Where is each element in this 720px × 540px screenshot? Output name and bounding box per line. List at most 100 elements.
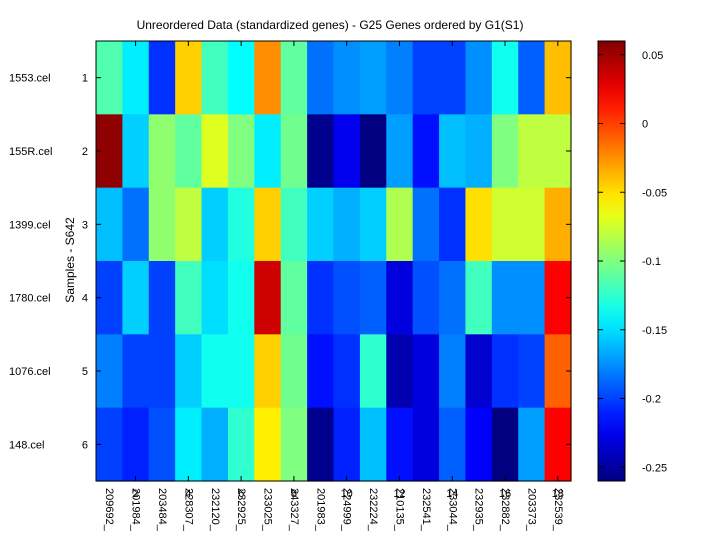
heatmap-cell bbox=[280, 407, 308, 482]
heatmap-cell bbox=[227, 334, 255, 409]
heatmap-cell bbox=[439, 261, 467, 335]
heatmap-cell bbox=[465, 41, 493, 115]
heatmap-cell bbox=[280, 334, 308, 409]
heatmap-cell bbox=[386, 41, 414, 115]
heatmap-cell bbox=[175, 334, 203, 409]
y-tick-label: 2 bbox=[82, 146, 88, 158]
heatmap-cell bbox=[333, 407, 361, 482]
heatmap-cell bbox=[491, 334, 519, 409]
heatmap-cell bbox=[359, 261, 387, 335]
x-tick-label: 6 bbox=[238, 488, 244, 500]
heatmap-cell bbox=[175, 114, 203, 189]
plot-frame bbox=[95, 40, 572, 482]
heatmap-cell bbox=[359, 41, 387, 115]
heatmap-cell bbox=[175, 407, 203, 482]
heatmap-cell bbox=[227, 114, 255, 189]
heatmap-cell bbox=[201, 41, 229, 115]
column-label: 232541_ bbox=[420, 488, 432, 532]
heatmap-cell bbox=[307, 261, 335, 335]
heatmap-cell bbox=[359, 114, 387, 189]
heatmap-cell bbox=[518, 114, 546, 189]
column-label: 209692_ bbox=[103, 488, 115, 532]
heatmap-cell bbox=[359, 407, 387, 482]
heatmap-cell bbox=[386, 334, 414, 409]
heatmap-cell bbox=[122, 114, 150, 189]
x-tick-label: 16 bbox=[499, 488, 511, 500]
heatmap-cell bbox=[491, 41, 519, 115]
heatmap-cell bbox=[412, 261, 440, 335]
heatmap-cell bbox=[201, 261, 229, 335]
heatmap-cell bbox=[359, 334, 387, 409]
heatmap-cell bbox=[333, 187, 361, 262]
heatmap-cell bbox=[386, 114, 414, 189]
heatmap-cell bbox=[175, 261, 203, 335]
heatmap-cell bbox=[386, 407, 414, 482]
x-tick-label: 12 bbox=[393, 488, 405, 500]
heatmap-cell bbox=[280, 114, 308, 189]
heatmap-cell bbox=[439, 334, 467, 409]
heatmap-cell bbox=[254, 187, 282, 262]
heatmap-cell bbox=[386, 261, 414, 335]
heatmap-cell bbox=[307, 334, 335, 409]
heatmap-cell bbox=[254, 261, 282, 335]
column-label: 201983_ bbox=[314, 488, 326, 532]
heatmap-cell bbox=[122, 334, 150, 409]
x-tick-label: 14 bbox=[446, 488, 458, 500]
colorbar-tick-label: -0.05 bbox=[642, 187, 667, 199]
row-label: 1780.cel bbox=[9, 293, 51, 305]
heatmap-cell bbox=[227, 187, 255, 262]
column-label: 232882_ bbox=[499, 488, 511, 532]
y-axis-label: Samples - S642 bbox=[63, 217, 77, 303]
colorbar-tick-label: -0.2 bbox=[642, 394, 661, 406]
heatmap-cell bbox=[227, 261, 255, 335]
colorbar-tick-label: -0.25 bbox=[642, 462, 667, 474]
heatmap-cell bbox=[439, 187, 467, 262]
heatmap-cell bbox=[227, 407, 255, 482]
heatmap-cell bbox=[148, 114, 176, 189]
heatmap-cell bbox=[386, 187, 414, 262]
heatmap-cell bbox=[122, 407, 150, 482]
heatmap-cell bbox=[148, 407, 176, 482]
heatmap-cell bbox=[439, 41, 467, 115]
heatmap-cell bbox=[280, 261, 308, 335]
column-label: 232224_ bbox=[367, 488, 379, 532]
heatmap-cell bbox=[465, 334, 493, 409]
heatmap-cell bbox=[439, 114, 467, 189]
heatmap-cell bbox=[465, 407, 493, 482]
heatmap-cell bbox=[122, 261, 150, 335]
colorbar: 0.05 0 -0.05 -0.1 -0.15 -0.2 -0.25 bbox=[597, 40, 667, 482]
row-label: 155R.cel bbox=[9, 146, 52, 158]
heatmap-cell bbox=[227, 41, 255, 115]
heatmap-cell bbox=[491, 261, 519, 335]
column-label: 224999_ bbox=[341, 488, 353, 532]
heatmap-cell bbox=[518, 261, 546, 335]
colorbar-tick-label: -0.1 bbox=[642, 256, 661, 268]
heatmap-cell bbox=[254, 334, 282, 409]
heatmap-cell bbox=[491, 407, 519, 482]
row-label: 1553.cel bbox=[9, 73, 51, 85]
colorbar-tick-label: 0.05 bbox=[642, 50, 663, 62]
heatmap-cell bbox=[254, 41, 282, 115]
heatmap-cell bbox=[518, 41, 546, 115]
heatmap-cell bbox=[148, 187, 176, 262]
column-label: 233025_ bbox=[262, 488, 274, 532]
column-label: 203373_ bbox=[525, 488, 537, 532]
heatmap-cell bbox=[148, 261, 176, 335]
row-label: 148.cel bbox=[9, 439, 44, 451]
heatmap-cell bbox=[201, 187, 229, 262]
heatmap-cell bbox=[280, 187, 308, 262]
heatmap-cell bbox=[148, 334, 176, 409]
y-tick-label: 5 bbox=[82, 366, 88, 378]
heatmap-cell bbox=[491, 187, 519, 262]
colorbar-tick-label: -0.15 bbox=[642, 325, 667, 337]
heatmap-cell bbox=[465, 261, 493, 335]
heatmap-axes: 1234561553.cel155R.cel1399.cel1780.cel10… bbox=[9, 40, 572, 532]
column-label: 232539_ bbox=[552, 488, 564, 532]
column-label: 232935_ bbox=[473, 488, 485, 532]
heatmap-cell bbox=[412, 41, 440, 115]
column-label: 228307_ bbox=[182, 488, 194, 532]
column-label: 233044_ bbox=[446, 488, 458, 532]
heatmap-cell bbox=[412, 334, 440, 409]
heatmap-cell bbox=[412, 407, 440, 482]
heatmap-cell bbox=[333, 41, 361, 115]
